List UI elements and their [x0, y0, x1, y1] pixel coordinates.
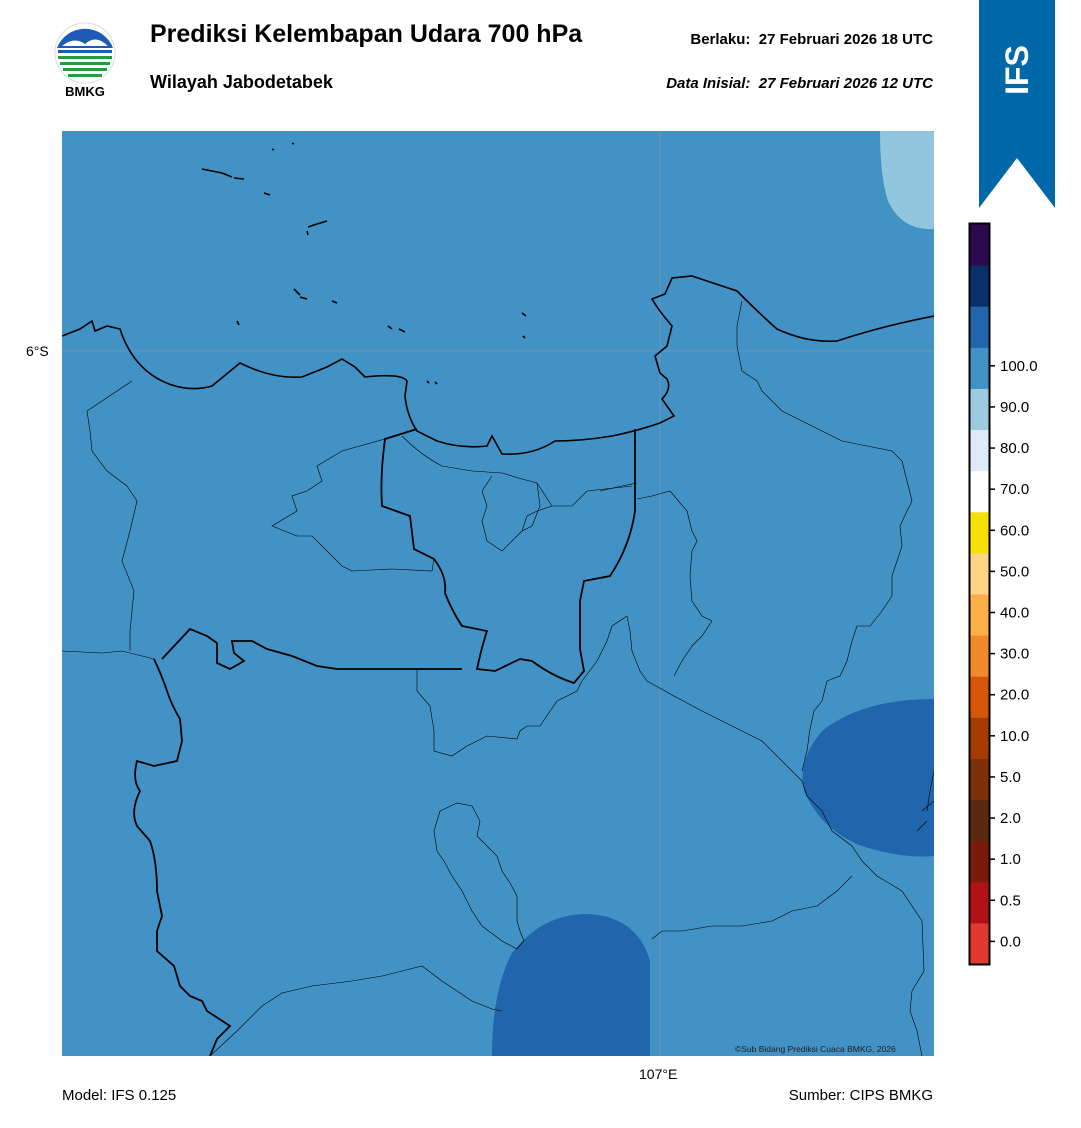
valid-label: Berlaku: — [690, 31, 751, 48]
colorbar-tick-label: 10.0 — [1000, 728, 1029, 745]
humid-zone-east — [802, 699, 934, 857]
province-border-west — [161, 627, 462, 671]
init-time: Data Inisial: 27 Februari 2026 12 UTC — [666, 75, 933, 92]
colorbar-tick-label: 20.0 — [1000, 687, 1029, 704]
coastline — [62, 275, 934, 456]
colorbar-swatch — [970, 676, 989, 718]
colorbar-tick-label: 60.0 — [1000, 522, 1029, 539]
map-credit: ©Sub Bidang Prediksi Cuaca BMKG, 2026 — [735, 1044, 896, 1054]
thousand-islands — [201, 142, 527, 385]
colorbar-swatch — [970, 388, 989, 431]
ribbon-label: IFS — [999, 45, 1035, 95]
colorbar-tick-label: 5.0 — [1000, 769, 1021, 786]
colorbar-swatch — [970, 265, 989, 307]
valid-value: 27 Februari 2026 18 UTC — [758, 31, 933, 48]
colorbar-swatch — [970, 552, 989, 595]
colorbar-tick-label: 0.0 — [1000, 933, 1021, 950]
region-subtitle: Wilayah Jabodetabek — [150, 72, 333, 92]
colorbar-tick-label: 90.0 — [1000, 399, 1029, 416]
colorbar-swatch — [970, 224, 989, 266]
colorbar-swatch — [970, 799, 989, 842]
colorbar-tick-label: 100.0 — [1000, 358, 1038, 375]
colorbar-tick-label: 1.0 — [1000, 851, 1021, 868]
bmkg-logo-icon — [54, 22, 116, 84]
colorbar-swatch — [970, 840, 989, 883]
colorbar-swatch — [970, 881, 989, 924]
colorbar-swatch — [970, 511, 989, 554]
ifs-ribbon — [979, 0, 1055, 208]
province-border-banten — [133, 658, 232, 1056]
humidity-map — [62, 131, 934, 1056]
colorbar-swatch — [970, 758, 989, 801]
init-value: 27 Februari 2026 12 UTC — [758, 75, 933, 92]
humid-zone-south — [492, 914, 650, 1056]
dry-zone-northeast — [880, 131, 934, 230]
colorbar-swatch — [970, 717, 989, 759]
model-info: Model: IFS 0.125 — [62, 1087, 177, 1104]
colorbar: 0.0 0.5 1.0 2.0 5.0 10.0 20.0 30.0 40.0 50.0 60.0 7… — [968, 222, 1038, 966]
humidity-field-base — [62, 131, 934, 1056]
logo-text: BMKG — [65, 84, 105, 99]
colorbar-ticks: 0.0 0.5 1.0 2.0 5.0 10.0 20.0 30.0 40.0 50.0 60.0 7… — [989, 358, 1038, 950]
colorbar-swatch — [970, 429, 989, 472]
colorbar-swatches — [970, 224, 989, 965]
colorbar-tick-label: 40.0 — [1000, 605, 1029, 622]
colorbar-tick-label: 80.0 — [1000, 440, 1029, 457]
province-border-jakarta — [380, 428, 636, 685]
colorbar-tick-label: 2.0 — [1000, 810, 1021, 827]
regency-borders — [62, 300, 934, 1056]
colorbar-frame — [968, 222, 991, 966]
colorbar-swatch — [970, 594, 989, 636]
colorbar-swatch — [970, 635, 989, 677]
source-info: Sumber: CIPS BMKG — [788, 1087, 933, 1104]
colorbar-tick-label: 70.0 — [1000, 481, 1029, 498]
colorbar-tick-label: 50.0 — [1000, 563, 1029, 580]
colorbar-tick-label: 0.5 — [1000, 892, 1021, 909]
colorbar-swatch — [970, 306, 989, 348]
colorbar-swatch — [970, 347, 989, 389]
valid-time: Berlaku: 27 Februari 2026 18 UTC — [690, 31, 933, 48]
map-title: Prediksi Kelembapan Udara 700 hPa — [150, 20, 583, 48]
latitude-label: 6°S — [26, 343, 49, 359]
longitude-label: 107°E — [639, 1066, 678, 1082]
colorbar-swatch — [970, 922, 989, 965]
colorbar-tick-label: 30.0 — [1000, 646, 1029, 663]
ribbon-text: IFS — [999, 45, 1035, 95]
colorbar-swatch — [970, 470, 989, 513]
init-label: Data Inisial: — [666, 75, 751, 92]
